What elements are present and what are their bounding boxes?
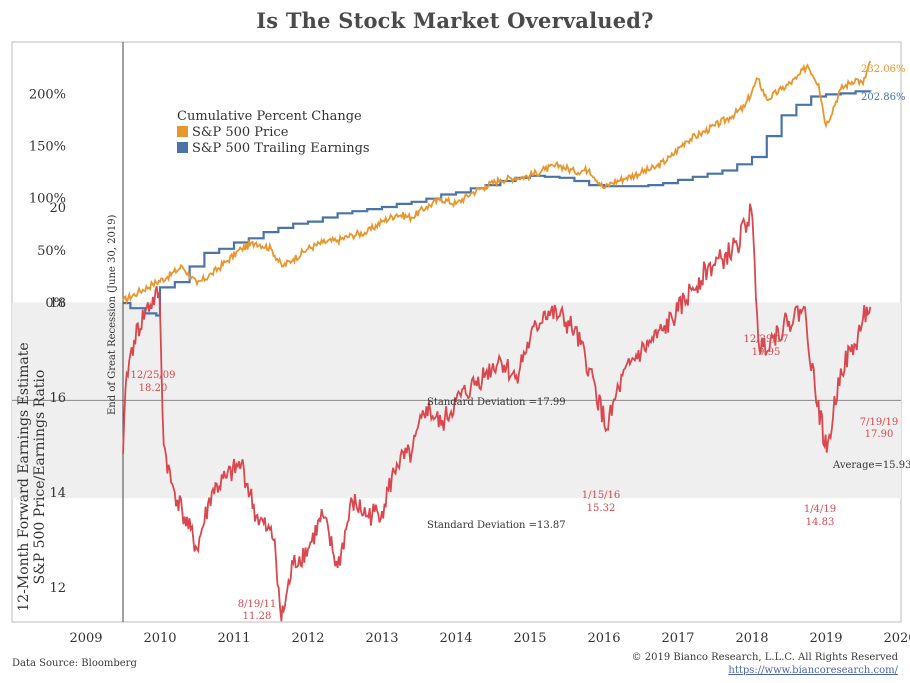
copyright-note: © 2019 Bianco Research, L.L.C. All Right… bbox=[631, 652, 898, 663]
bottom-y-tick-label: 20 bbox=[49, 201, 66, 216]
top-y-tick-label: 150% bbox=[29, 140, 66, 155]
website-link[interactable]: https://www.biancoresearch.com/ bbox=[728, 665, 898, 676]
data-source-note: Data Source: Bloomberg bbox=[12, 658, 137, 669]
bottom-y-tick-label: 12 bbox=[49, 581, 66, 596]
x-tick-label: 2017 bbox=[661, 631, 694, 646]
series-pe-line bbox=[122, 203, 872, 622]
annotation-value: 11.28 bbox=[243, 611, 272, 622]
top-y-tick-label: 200% bbox=[29, 87, 66, 102]
annotation-value: 14.83 bbox=[806, 517, 835, 528]
x-tick-label: 2019 bbox=[809, 631, 842, 646]
annotation-value: 19.95 bbox=[752, 347, 781, 358]
annotation-date: 1/15/16 bbox=[582, 490, 621, 501]
series-price-line bbox=[122, 60, 872, 306]
x-tick-label: 2009 bbox=[69, 631, 102, 646]
average-label: Average=15.93 bbox=[832, 460, 910, 471]
annotation-value: 15.32 bbox=[587, 503, 616, 514]
annotation-date: 1/4/19 bbox=[804, 504, 836, 515]
legend-label-price: S&P 500 Price bbox=[192, 125, 289, 140]
legend-title: Cumulative Percent Change bbox=[177, 109, 362, 124]
annotation-date: 7/19/19 bbox=[860, 417, 899, 428]
std-dev-low-label: Standard Deviation =13.87 bbox=[427, 520, 566, 531]
annotation-value: 18.20 bbox=[139, 383, 168, 394]
x-tick-label: 2010 bbox=[143, 631, 176, 646]
earnings-end-label: 202.86% bbox=[861, 92, 906, 103]
chart-title: Is The Stock Market Overvalued? bbox=[256, 8, 654, 33]
annotation-date: 12/25/09 bbox=[131, 370, 176, 381]
bottom-y-tick-label: 16 bbox=[49, 391, 66, 406]
x-tick-label: 2014 bbox=[439, 631, 472, 646]
x-tick-label: 2020 bbox=[883, 631, 910, 646]
x-tick-label: 2018 bbox=[735, 631, 768, 646]
x-tick-label: 2011 bbox=[217, 631, 250, 646]
legend-label-earnings: S&P 500 Trailing Earnings bbox=[192, 141, 370, 156]
x-tick-label: 2015 bbox=[513, 631, 546, 646]
price-end-label: 232.06% bbox=[861, 64, 906, 75]
recession-label: End of Great Recession (June 30, 2019) bbox=[107, 214, 118, 415]
bottom-y-tick-label: 18 bbox=[49, 296, 66, 311]
top-y-tick-label: 100% bbox=[29, 192, 66, 207]
top-y-tick-label: 50% bbox=[37, 244, 66, 259]
top-y-tick-label: 0% bbox=[45, 296, 66, 311]
legend-swatch-earnings bbox=[177, 142, 188, 153]
annotation-date: 12/29/17 bbox=[744, 334, 789, 345]
x-tick-label: 2016 bbox=[587, 631, 620, 646]
x-tick-label: 2012 bbox=[291, 631, 324, 646]
std-dev-high-label: Standard Deviation =17.99 bbox=[427, 397, 566, 408]
y-axis-title-line1: 12-Month Forward Earnings Estimate bbox=[16, 342, 32, 611]
y-axis-title-line2: S&P 500 Price/Earnings Ratio bbox=[32, 370, 48, 585]
x-tick-label: 2013 bbox=[365, 631, 398, 646]
annotation-date: 8/19/11 bbox=[238, 599, 277, 610]
annotation-value: 17.90 bbox=[865, 429, 894, 440]
legend-swatch-price bbox=[177, 126, 188, 137]
bottom-y-tick-label: 14 bbox=[49, 486, 66, 501]
